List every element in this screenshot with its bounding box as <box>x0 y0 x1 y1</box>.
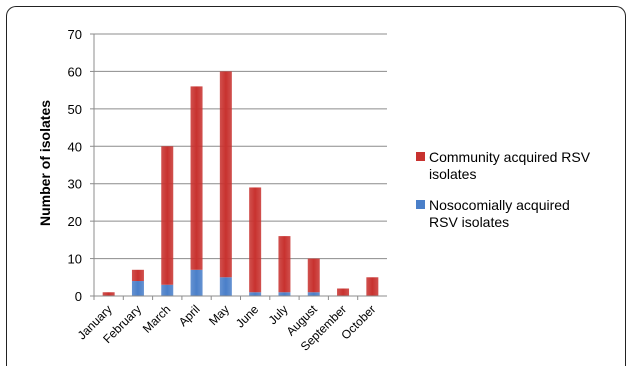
legend-label: Nosocomially acquired <box>429 197 570 213</box>
chart-frame <box>6 6 626 366</box>
y-tick-label: 40 <box>68 139 82 154</box>
bar-nosocomial-august <box>307 292 320 296</box>
x-tick-label: June <box>233 302 262 331</box>
x-tick-label: May <box>206 302 232 328</box>
bar-nosocomial-may <box>219 277 232 296</box>
bar-community-january <box>102 292 115 296</box>
y-tick-label: 10 <box>68 252 82 267</box>
bar-community-may <box>219 71 232 278</box>
bar-community-august <box>307 258 320 293</box>
y-tick-label: 30 <box>68 177 82 192</box>
bar-nosocomial-march <box>161 284 174 296</box>
bar-community-july <box>278 236 291 293</box>
legend-swatch <box>416 152 425 161</box>
legend-label: isolates <box>429 166 476 182</box>
y-tick-label: 20 <box>68 214 82 229</box>
bar-nosocomial-april <box>190 269 203 296</box>
bar-nosocomial-february <box>131 281 144 296</box>
x-tick-label: July <box>266 302 291 327</box>
bar-community-april <box>190 86 203 270</box>
legend-swatch <box>416 200 425 209</box>
bar-community-march <box>161 146 174 285</box>
bar-nosocomial-july <box>278 292 291 296</box>
gridlines <box>93 33 387 297</box>
bars <box>102 71 379 296</box>
y-tick-label: 70 <box>68 27 82 42</box>
bar-community-february <box>131 269 144 282</box>
bar-community-october <box>366 277 379 296</box>
y-axis-label: Number of isolates <box>37 100 53 226</box>
legend-label: Community acquired RSV <box>429 149 591 165</box>
x-tick-label: March <box>140 302 173 335</box>
y-axis-ticks: 0 10 20 30 40 50 60 70 <box>68 27 94 304</box>
legend-label: RSV isolates <box>429 214 509 230</box>
y-tick-label: 0 <box>75 289 82 304</box>
y-tick-label: 50 <box>68 102 82 117</box>
y-tick-label: 60 <box>68 64 82 79</box>
bar-community-september <box>337 288 350 296</box>
x-tick-label: April <box>176 302 203 329</box>
bar-community-june <box>249 187 262 293</box>
bar-nosocomial-june <box>249 292 262 296</box>
